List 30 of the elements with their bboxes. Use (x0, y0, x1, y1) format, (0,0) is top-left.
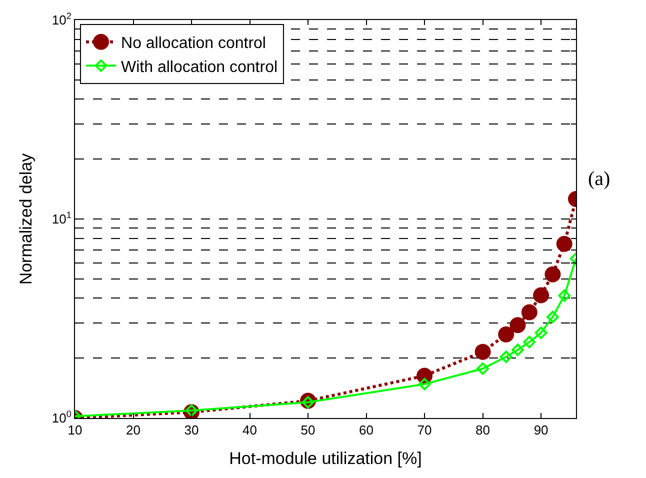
text: (a) (588, 168, 610, 190)
y-axis-title: Normalized delay (16, 152, 36, 285)
x-tick-label: 60 (359, 422, 374, 438)
point (510, 317, 526, 334)
point (498, 326, 514, 342)
legend-label: With allocation control (121, 58, 278, 76)
x-tick-label: 90 (534, 422, 548, 438)
x-axis-title: Hot-module utilization [%] (229, 449, 422, 468)
point (546, 310, 559, 324)
y-tick-label: 10$^{1}$ (52, 210, 72, 227)
point (534, 326, 548, 339)
point (556, 236, 572, 252)
x-tick-label: 40 (242, 422, 258, 438)
legend-label: No allocation control (121, 35, 266, 52)
point (521, 304, 538, 320)
point (418, 378, 431, 390)
point (533, 287, 550, 304)
x-tick-label: 20 (126, 422, 140, 438)
x-tick-label: 50 (300, 422, 316, 438)
y-tick-label: 10$^{2}$ (52, 11, 72, 28)
point (500, 350, 512, 364)
point (558, 289, 571, 302)
point (512, 344, 524, 356)
point (476, 362, 489, 375)
x-tick-label: 80 (476, 422, 490, 438)
point (523, 336, 536, 348)
point (544, 266, 561, 282)
x-tick-label: 70 (417, 422, 432, 438)
x-tick-label: 30 (184, 422, 199, 438)
point (474, 344, 491, 360)
